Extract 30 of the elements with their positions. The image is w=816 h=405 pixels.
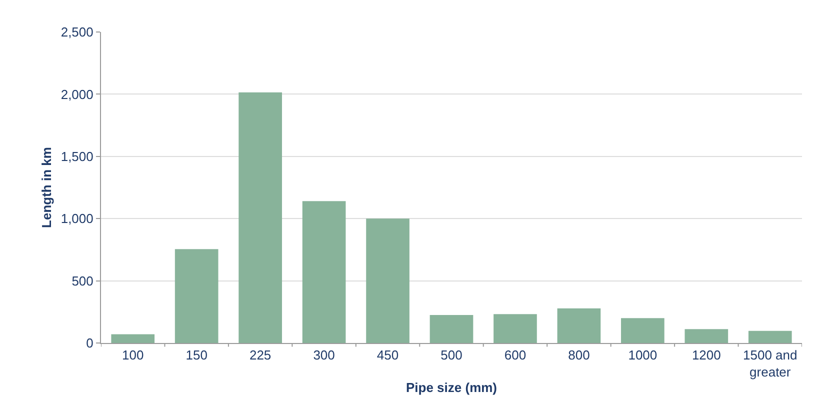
bar — [302, 201, 346, 343]
x-tick-label: 500 — [440, 348, 462, 363]
y-tick-label: 1,500 — [60, 148, 94, 164]
bar — [684, 329, 728, 343]
bar — [430, 315, 474, 343]
x-tick-label: 100 — [122, 348, 144, 363]
bar — [111, 334, 155, 343]
x-tick-label: 800 — [568, 348, 590, 363]
bar — [366, 218, 410, 343]
y-tick-label: 0 — [86, 336, 94, 351]
y-axis-title: Length in km — [38, 147, 54, 228]
x-tick-label: 225 — [249, 348, 272, 363]
y-tick-label: 2,000 — [60, 86, 94, 102]
x-tick-label: 150 — [186, 348, 208, 363]
x-tick-label: 1000 — [628, 348, 658, 363]
bar — [621, 318, 664, 343]
y-tick-label: 2,500 — [60, 24, 94, 40]
bar — [748, 330, 792, 343]
x-tick-label: 1500 and greater — [743, 348, 798, 380]
bar — [238, 92, 282, 343]
bar — [557, 308, 601, 343]
y-tick-label: 500 — [72, 273, 94, 288]
bar — [494, 314, 537, 343]
x-tick-label: 1200 — [692, 348, 721, 363]
x-axis-title: Pipe size (mm) — [406, 380, 498, 396]
x-tick-label: 600 — [504, 348, 526, 363]
y-tick-label: 1,000 — [60, 211, 94, 226]
bar — [174, 249, 218, 343]
x-tick-label: 450 — [376, 348, 399, 363]
x-tick-label: 300 — [313, 348, 335, 363]
